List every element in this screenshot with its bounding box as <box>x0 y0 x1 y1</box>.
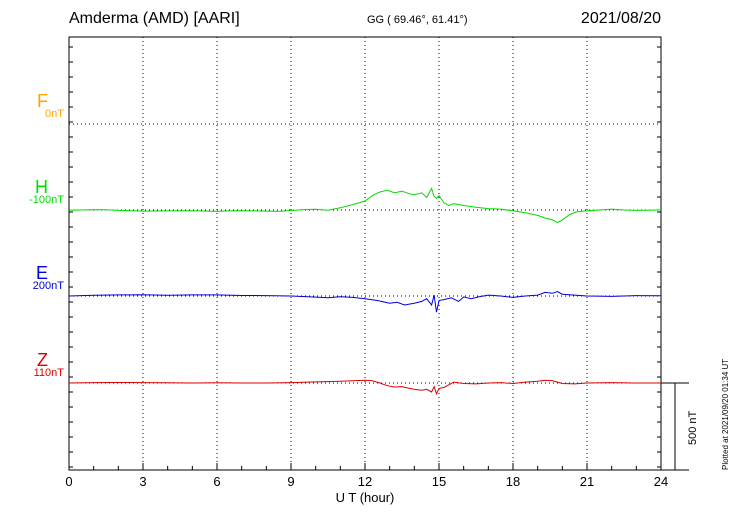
x-tick-label: 21 <box>579 474 595 489</box>
plotted-timestamp: Plotted at 2021/09/20 01:34 UT <box>721 358 730 470</box>
x-tick-label: 18 <box>505 474 521 489</box>
x-tick-label: 9 <box>287 474 295 489</box>
component-offset-f: 0nT <box>45 108 64 120</box>
component-label-h: H <box>35 177 48 197</box>
date-label: 2021/08/20 <box>580 10 661 27</box>
component-label-f: F <box>37 91 48 111</box>
trace-z <box>68 379 661 396</box>
component-offset-h: -100nT <box>29 194 64 206</box>
trace-h <box>68 187 662 224</box>
x-tick-label: 12 <box>357 474 373 489</box>
x-tick-label: 3 <box>139 474 147 489</box>
component-label-z: Z <box>37 350 48 370</box>
x-tick-label: 15 <box>431 474 447 489</box>
x-tick-label: 0 <box>65 474 73 489</box>
component-label-e: E <box>35 263 48 283</box>
x-tick-label: 24 <box>653 474 669 489</box>
station-title: Amderma (AMD) [AARI] <box>69 10 240 27</box>
coordinates-label: GG ( 69.46°, 61.41°) <box>367 14 468 26</box>
component-offset-z: 110nT <box>33 367 64 379</box>
x-tick-label: 6 <box>213 474 221 489</box>
component-offset-e: 200nT <box>32 280 64 292</box>
scale-bar-label: 500 nT <box>687 410 699 445</box>
trace-e <box>68 290 662 313</box>
x-axis-label: U T (hour) <box>335 490 395 505</box>
